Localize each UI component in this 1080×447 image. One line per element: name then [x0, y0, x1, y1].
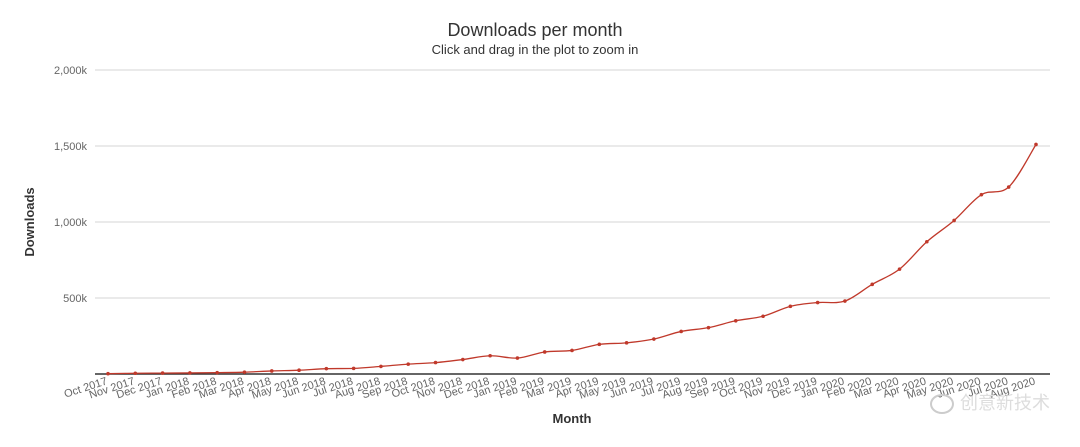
y-axis-label: Downloads: [22, 187, 37, 256]
data-point[interactable]: [433, 360, 438, 365]
watermark: 创意新技术: [930, 389, 1050, 415]
y-tick-label: 1,500k: [54, 141, 88, 153]
data-point[interactable]: [788, 304, 793, 309]
data-point[interactable]: [761, 314, 765, 319]
data-point[interactable]: [461, 357, 465, 362]
data-point[interactable]: [679, 329, 683, 334]
data-point[interactable]: [188, 371, 192, 375]
y-tick-label: 1,000k: [54, 217, 88, 229]
data-point[interactable]: [269, 369, 274, 373]
data-point[interactable]: [815, 300, 820, 305]
data-point[interactable]: [324, 366, 329, 371]
series-line: [107, 144, 1037, 375]
y-tick-label: 2,000k: [54, 65, 88, 77]
watermark-text: 创意新技术: [960, 393, 1050, 414]
data-point[interactable]: [297, 368, 301, 373]
chart-title: Downloads per month: [447, 20, 623, 40]
data-point[interactable]: [1034, 142, 1038, 147]
data-point[interactable]: [624, 341, 629, 345]
wechat-icon: [930, 394, 954, 414]
chart-subtitle: Click and drag in the plot to zoom in: [431, 42, 639, 57]
data-point[interactable]: [706, 325, 711, 330]
data-point[interactable]: [215, 370, 219, 375]
data-point[interactable]: [515, 356, 520, 360]
data-point[interactable]: [652, 337, 656, 341]
gridlines: [95, 69, 1050, 375]
x-axis-label: Month: [553, 411, 592, 426]
data-points: [106, 142, 1038, 376]
data-point[interactable]: [870, 282, 875, 287]
data-point[interactable]: [106, 371, 110, 376]
data-point[interactable]: [733, 319, 738, 323]
data-point[interactable]: [542, 350, 547, 354]
data-point[interactable]: [242, 370, 247, 374]
data-point[interactable]: [133, 371, 138, 376]
data-point[interactable]: [351, 366, 356, 371]
data-point[interactable]: [952, 218, 956, 223]
data-point[interactable]: [1006, 185, 1011, 189]
data-point[interactable]: [160, 371, 165, 375]
data-point[interactable]: [897, 267, 902, 271]
data-point[interactable]: [379, 364, 383, 369]
data-point[interactable]: [843, 299, 847, 303]
y-tick-label: 500k: [63, 293, 87, 305]
data-point[interactable]: [925, 239, 929, 244]
y-axis-ticks: 500k 1,000k 1,500k 2,000k: [54, 65, 88, 305]
data-point[interactable]: [488, 353, 492, 358]
data-point[interactable]: [570, 348, 574, 353]
data-point[interactable]: [979, 192, 984, 197]
data-point[interactable]: [406, 362, 411, 366]
data-point[interactable]: [597, 342, 602, 347]
